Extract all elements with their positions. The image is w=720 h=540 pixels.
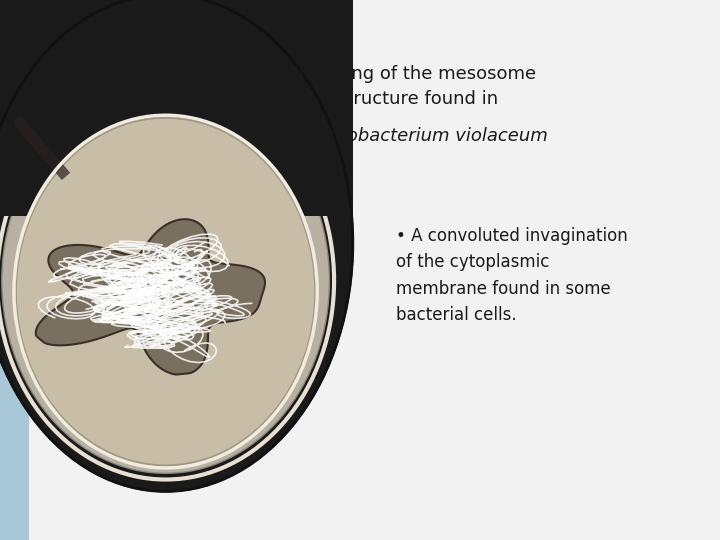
Text: Chromobacterium violaceum: Chromobacterium violaceum bbox=[287, 127, 548, 145]
Ellipse shape bbox=[16, 39, 315, 263]
Ellipse shape bbox=[16, 118, 315, 465]
Text: • A convoluted invagination
of the cytoplasmic
membrane found in some
bacterial : • A convoluted invagination of the cytop… bbox=[396, 227, 628, 324]
FancyBboxPatch shape bbox=[29, 0, 720, 540]
Polygon shape bbox=[36, 219, 265, 375]
Ellipse shape bbox=[0, 0, 353, 491]
FancyBboxPatch shape bbox=[0, 0, 353, 216]
Text: Drawing of the mesosome
structure found in: Drawing of the mesosome structure found … bbox=[299, 65, 536, 108]
FancyBboxPatch shape bbox=[0, 0, 29, 540]
Ellipse shape bbox=[1, 88, 329, 473]
